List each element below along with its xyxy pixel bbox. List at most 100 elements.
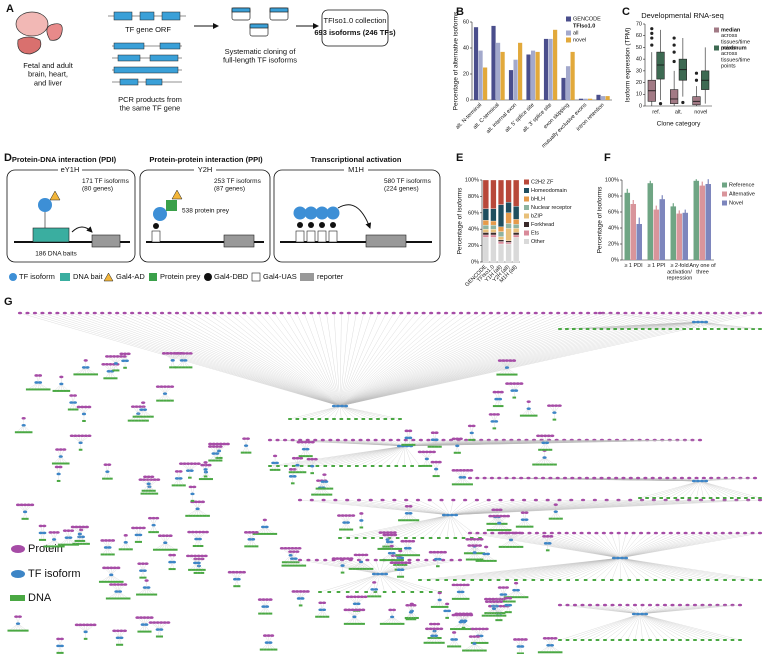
- bar: [693, 180, 700, 260]
- protein-node: [161, 352, 167, 355]
- tf-node: [430, 634, 435, 638]
- protein-node: [196, 554, 201, 558]
- dna-node: [489, 559, 494, 562]
- tf-node: [643, 612, 649, 616]
- edge: [434, 635, 437, 643]
- legend-swatch: [566, 16, 571, 22]
- dna-node: [397, 622, 401, 625]
- tf-node: [139, 569, 144, 572]
- protein-node: [138, 478, 143, 481]
- assay-method: M1H: [348, 165, 364, 174]
- dna-node: [76, 373, 81, 376]
- protein-node: [479, 537, 484, 541]
- protein-node: [295, 550, 300, 553]
- protein-node: [435, 550, 440, 554]
- dna-node: [398, 547, 403, 550]
- protein-node: [144, 579, 149, 582]
- tf-node: [441, 513, 447, 517]
- edge: [140, 479, 150, 487]
- dna-node: [709, 328, 714, 330]
- tf-node: [170, 359, 175, 362]
- dna-node: [498, 545, 503, 548]
- edge: [372, 589, 375, 597]
- protein-node: [548, 311, 553, 315]
- dna-node: [366, 567, 370, 570]
- dna-node: [493, 522, 498, 525]
- dna-node: [730, 639, 735, 641]
- y-tick-label: 60%: [608, 209, 619, 215]
- edge: [545, 442, 548, 450]
- tf-node: [264, 525, 269, 529]
- edge: [144, 624, 147, 632]
- dna-node: [389, 559, 394, 562]
- protein-node: [62, 311, 67, 315]
- protein-node: [222, 442, 227, 446]
- edge: [385, 616, 393, 624]
- edge: [379, 573, 431, 593]
- edge: [404, 439, 701, 447]
- protein-node: [407, 558, 412, 562]
- dna-node: [435, 579, 440, 581]
- protein-node: [441, 558, 446, 562]
- edge: [619, 532, 716, 559]
- dna-bait: [32, 227, 70, 243]
- edge: [197, 538, 202, 547]
- edge: [559, 532, 621, 559]
- bar-segment: [490, 232, 497, 236]
- dna-node: [400, 575, 405, 578]
- dna-node: [203, 475, 208, 478]
- edge: [639, 613, 666, 641]
- legend-swatch: [251, 272, 261, 282]
- protein-node: [690, 531, 696, 535]
- edge: [510, 539, 522, 547]
- protein-node: [451, 498, 456, 502]
- legend-note: across tissues/time points: [721, 51, 750, 70]
- edge: [144, 587, 147, 595]
- protein-node: [584, 476, 590, 480]
- edge: [339, 312, 469, 407]
- dna-node: [295, 561, 300, 564]
- legend-swatch: [524, 239, 529, 244]
- edge: [434, 439, 437, 447]
- protein-node: [211, 442, 216, 446]
- bar: [561, 77, 566, 100]
- dna-node: [453, 579, 457, 581]
- edge: [602, 557, 621, 581]
- dna-node: [302, 418, 307, 420]
- bar-segment: [505, 240, 512, 243]
- dna-node: [705, 579, 710, 581]
- protein-node: [455, 469, 460, 472]
- label-bg: [58, 166, 82, 174]
- protein-node: [572, 531, 577, 535]
- dna-node: [450, 645, 455, 648]
- edge: [299, 559, 381, 575]
- edge: [164, 386, 173, 394]
- protein-node: [556, 311, 561, 315]
- protein-node: [291, 590, 296, 593]
- edge: [184, 312, 341, 407]
- edge: [379, 559, 461, 575]
- protein-node: [32, 311, 38, 315]
- edge: [197, 508, 209, 516]
- edge: [339, 312, 574, 407]
- dna-node: [106, 377, 111, 380]
- dna-node: [309, 455, 313, 458]
- protein-node: [465, 469, 470, 472]
- dna-node: [355, 591, 359, 593]
- dna-node: [737, 328, 742, 330]
- edge: [699, 321, 705, 330]
- dna-node: [472, 649, 477, 652]
- edge: [457, 591, 461, 599]
- protein-node: [520, 511, 525, 514]
- protein-node: [668, 531, 673, 535]
- dna-node: [318, 493, 322, 496]
- protein-node: [474, 544, 479, 547]
- dna-node: [479, 579, 483, 581]
- dna-node: [21, 431, 26, 434]
- tf-node: [233, 577, 238, 581]
- dna-node: [155, 531, 159, 534]
- protein-node: [435, 622, 441, 626]
- edge: [699, 480, 739, 499]
- edge: [460, 477, 463, 485]
- protein-node: [92, 623, 97, 627]
